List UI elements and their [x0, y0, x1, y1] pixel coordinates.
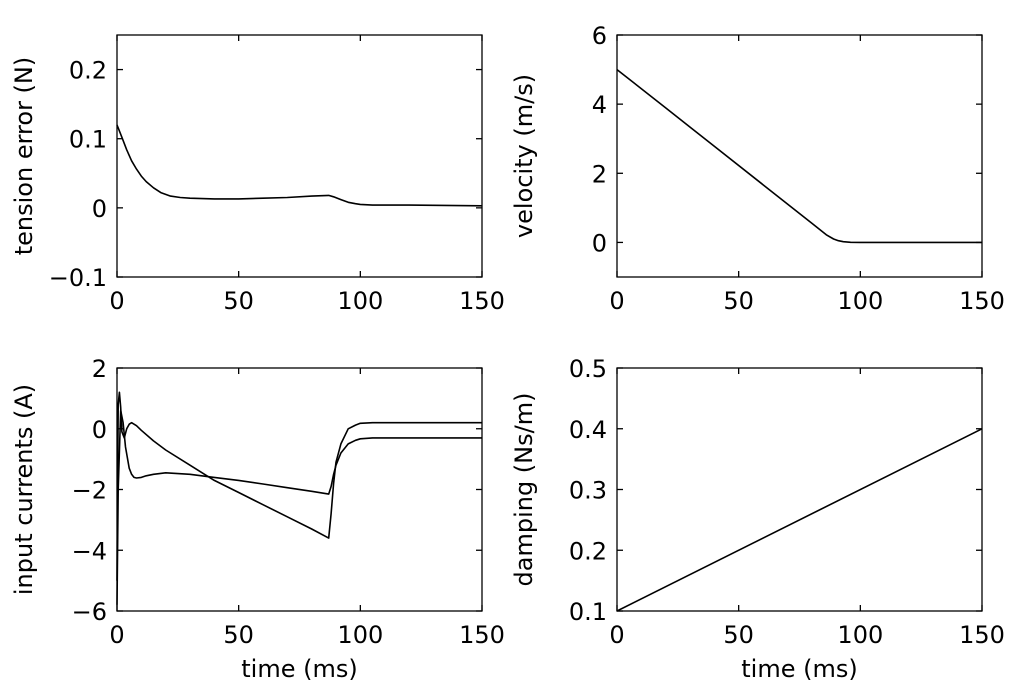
input-currents-ytick-label: 0 — [92, 416, 107, 444]
damping-axes-frame — [616, 367, 983, 612]
input-currents-ylabel: input currents (A) — [10, 384, 38, 595]
tension-error-xtick-label: 150 — [459, 287, 505, 315]
damping-ylabel: damping (Ns/m) — [510, 393, 538, 587]
input-currents-ytick-label: −2 — [72, 477, 107, 505]
damping-subplot: 0 50 100 150 0.1 0.2 0.3 0.4 0.5 damping (Ns/m) ti… — [510, 355, 1005, 683]
input-currents-ytick-label: 2 — [92, 355, 107, 383]
velocity-ytick-label: 4 — [592, 91, 607, 119]
damping-xlabel: time (ms) — [741, 655, 857, 683]
damping-xtick-label: 100 — [837, 621, 883, 649]
tension-error-xtick-label: 50 — [223, 287, 254, 315]
damping-ytick-label: 0.3 — [569, 477, 607, 505]
damping-ytick-label: 0.1 — [569, 598, 607, 626]
damping-xtick-label: 0 — [609, 621, 624, 649]
tension-error-ytick-label: 0.1 — [69, 126, 107, 154]
velocity-ylabel: velocity (m/s) — [510, 74, 538, 238]
velocity-series-line-1 — [616, 68, 982, 244]
velocity-ytick-label: 0 — [592, 229, 607, 257]
velocity-xtick-label: 50 — [723, 287, 754, 315]
input-currents-series-line-1 — [116, 409, 482, 605]
tension-error-ytick-label: −0.1 — [49, 264, 107, 292]
damping-ytick-label: 0.5 — [569, 355, 607, 383]
velocity-xtick-label: 100 — [837, 287, 883, 315]
input-currents-xlabel: time (ms) — [241, 655, 357, 683]
input-currents-subplot: 0 50 100 150 −6 −4 −2 0 2 input currents (A) time … — [10, 355, 505, 683]
tension-error-series-line-1 — [116, 124, 483, 207]
velocity-ytick-label: 6 — [592, 22, 607, 50]
input-currents-xtick-label: 150 — [459, 621, 505, 649]
input-currents-xtick-label: 100 — [337, 621, 383, 649]
tension-error-ytick-label: 0 — [92, 195, 107, 223]
tension-error-xtick-label: 100 — [337, 287, 383, 315]
velocity-xtick-label: 0 — [609, 287, 624, 315]
tension-error-xtick-label: 0 — [109, 287, 124, 315]
velocity-axes-frame — [616, 34, 983, 278]
tension-error-axes-frame — [116, 34, 483, 278]
damping-xtick-label: 50 — [723, 621, 754, 649]
damping-ytick-label: 0.2 — [569, 537, 607, 565]
tension-error-ytick-label: 0.2 — [69, 57, 107, 85]
damping-series-line-1 — [616, 428, 983, 612]
velocity-xtick-label: 150 — [959, 287, 1005, 315]
input-currents-ytick-label: −6 — [72, 598, 107, 626]
input-currents-series-line-2 — [116, 391, 482, 581]
tension-error-ylabel: tension error (N) — [10, 57, 38, 256]
input-currents-ytick-label: −4 — [72, 537, 107, 565]
input-currents-xtick-label: 0 — [109, 621, 124, 649]
velocity-ytick-label: 2 — [592, 160, 607, 188]
input-currents-xtick-label: 50 — [223, 621, 254, 649]
damping-ytick-label: 0.4 — [569, 416, 607, 444]
velocity-subplot: 0 50 100 150 0 2 4 6 velocity (m/s) — [510, 22, 1005, 315]
damping-xtick-label: 150 — [959, 621, 1005, 649]
